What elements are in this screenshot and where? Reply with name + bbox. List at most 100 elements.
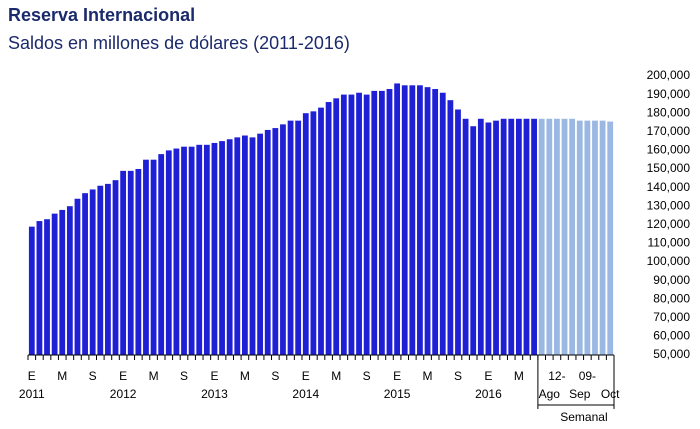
bar — [295, 120, 302, 355]
bar — [363, 94, 370, 355]
bar — [439, 92, 446, 356]
y-tick-label: 160,000 — [647, 143, 691, 157]
bar — [44, 219, 50, 355]
bar — [112, 180, 119, 355]
x-tick-label: M — [149, 369, 159, 383]
bar — [348, 94, 355, 355]
y-tick-label: 180,000 — [647, 105, 691, 119]
x-tick-label: E — [302, 369, 310, 383]
y-tick-label: 60,000 — [653, 329, 690, 343]
bar — [554, 118, 560, 355]
bar — [599, 120, 606, 355]
bar — [234, 137, 241, 355]
y-tick-label: 140,000 — [647, 180, 691, 194]
x-sub-label: 2015 — [384, 387, 411, 401]
bar — [576, 120, 583, 355]
bar — [74, 198, 81, 355]
x-tick-label: M — [514, 369, 524, 383]
bar — [51, 213, 58, 355]
bar — [127, 170, 134, 355]
bar — [409, 85, 416, 356]
bar — [607, 121, 614, 355]
y-tick-label: 170,000 — [647, 124, 691, 138]
bar — [203, 144, 210, 355]
y-tick-label: 110,000 — [648, 236, 691, 250]
bar — [447, 100, 454, 356]
bar — [135, 169, 142, 355]
bar — [181, 146, 187, 355]
bar — [584, 120, 591, 355]
bar — [401, 85, 408, 356]
bar — [333, 98, 340, 355]
bar — [105, 183, 111, 355]
bar — [371, 90, 378, 355]
bar — [538, 118, 545, 355]
x-tick-label: E — [484, 369, 492, 383]
bar — [173, 148, 180, 355]
x-tick-label: S — [180, 369, 188, 383]
y-tick-label: 100,000 — [647, 254, 691, 268]
bar — [66, 206, 73, 355]
x-tick-label: M — [423, 369, 433, 383]
x-sub-label: 2014 — [292, 387, 319, 401]
x-sub-label: 2013 — [201, 387, 228, 401]
bar — [158, 154, 165, 355]
bar — [561, 118, 568, 355]
bar — [523, 118, 530, 355]
bar — [28, 226, 35, 355]
x-tick-label: S — [89, 369, 97, 383]
x-tick-label: S — [454, 369, 462, 383]
bar — [143, 159, 149, 355]
x-sub-label: 2011 — [19, 387, 45, 401]
x-sub-label: 2016 — [475, 387, 502, 401]
x-tick-label: S — [271, 369, 279, 383]
bar — [462, 118, 469, 355]
x-sub-label: Ago — [539, 387, 561, 401]
bar — [531, 118, 537, 355]
bar — [569, 118, 576, 355]
bar — [82, 193, 88, 355]
group-label: Semanal — [560, 410, 607, 424]
y-tick-label: 150,000 — [647, 161, 691, 175]
bar — [89, 189, 96, 355]
bar — [493, 120, 499, 355]
y-tick-label: 120,000 — [647, 217, 691, 231]
bar — [59, 209, 66, 355]
bar — [257, 133, 264, 355]
x-tick-label: M — [331, 369, 341, 383]
x-sub-label: 2012 — [110, 387, 137, 401]
bar — [515, 118, 522, 355]
bar — [546, 118, 553, 355]
bar — [249, 137, 256, 355]
x-tick-label: E — [210, 369, 218, 383]
bar — [424, 87, 431, 355]
x-tick-label: 09- — [579, 369, 596, 383]
bar — [264, 129, 271, 355]
bar — [226, 139, 233, 355]
bar — [242, 135, 248, 355]
bar — [188, 146, 195, 355]
bar — [455, 109, 461, 355]
bar — [485, 122, 492, 355]
x-tick-label: E — [119, 369, 127, 383]
bar — [592, 120, 598, 355]
bar — [165, 150, 172, 355]
y-tick-label: 130,000 — [647, 198, 691, 212]
y-tick-label: 90,000 — [653, 273, 690, 287]
chart-title: Reserva Internacional — [8, 5, 195, 25]
bar — [386, 89, 393, 356]
bar — [36, 221, 43, 355]
bar — [378, 90, 385, 355]
x-sub-label: Oct — [601, 387, 620, 401]
bar — [470, 126, 477, 355]
y-tick-label: 200,000 — [647, 68, 691, 82]
x-tick-label: E — [393, 369, 401, 383]
bar — [508, 118, 515, 355]
bar — [500, 118, 507, 355]
y-tick-label: 80,000 — [653, 291, 690, 305]
x-tick-label: E — [28, 369, 36, 383]
x-tick-label: 12- — [548, 369, 565, 383]
bar — [280, 124, 286, 355]
bar — [432, 89, 439, 356]
